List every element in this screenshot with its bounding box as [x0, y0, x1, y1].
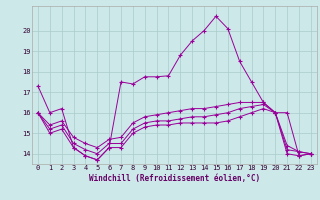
X-axis label: Windchill (Refroidissement éolien,°C): Windchill (Refroidissement éolien,°C)	[89, 174, 260, 183]
